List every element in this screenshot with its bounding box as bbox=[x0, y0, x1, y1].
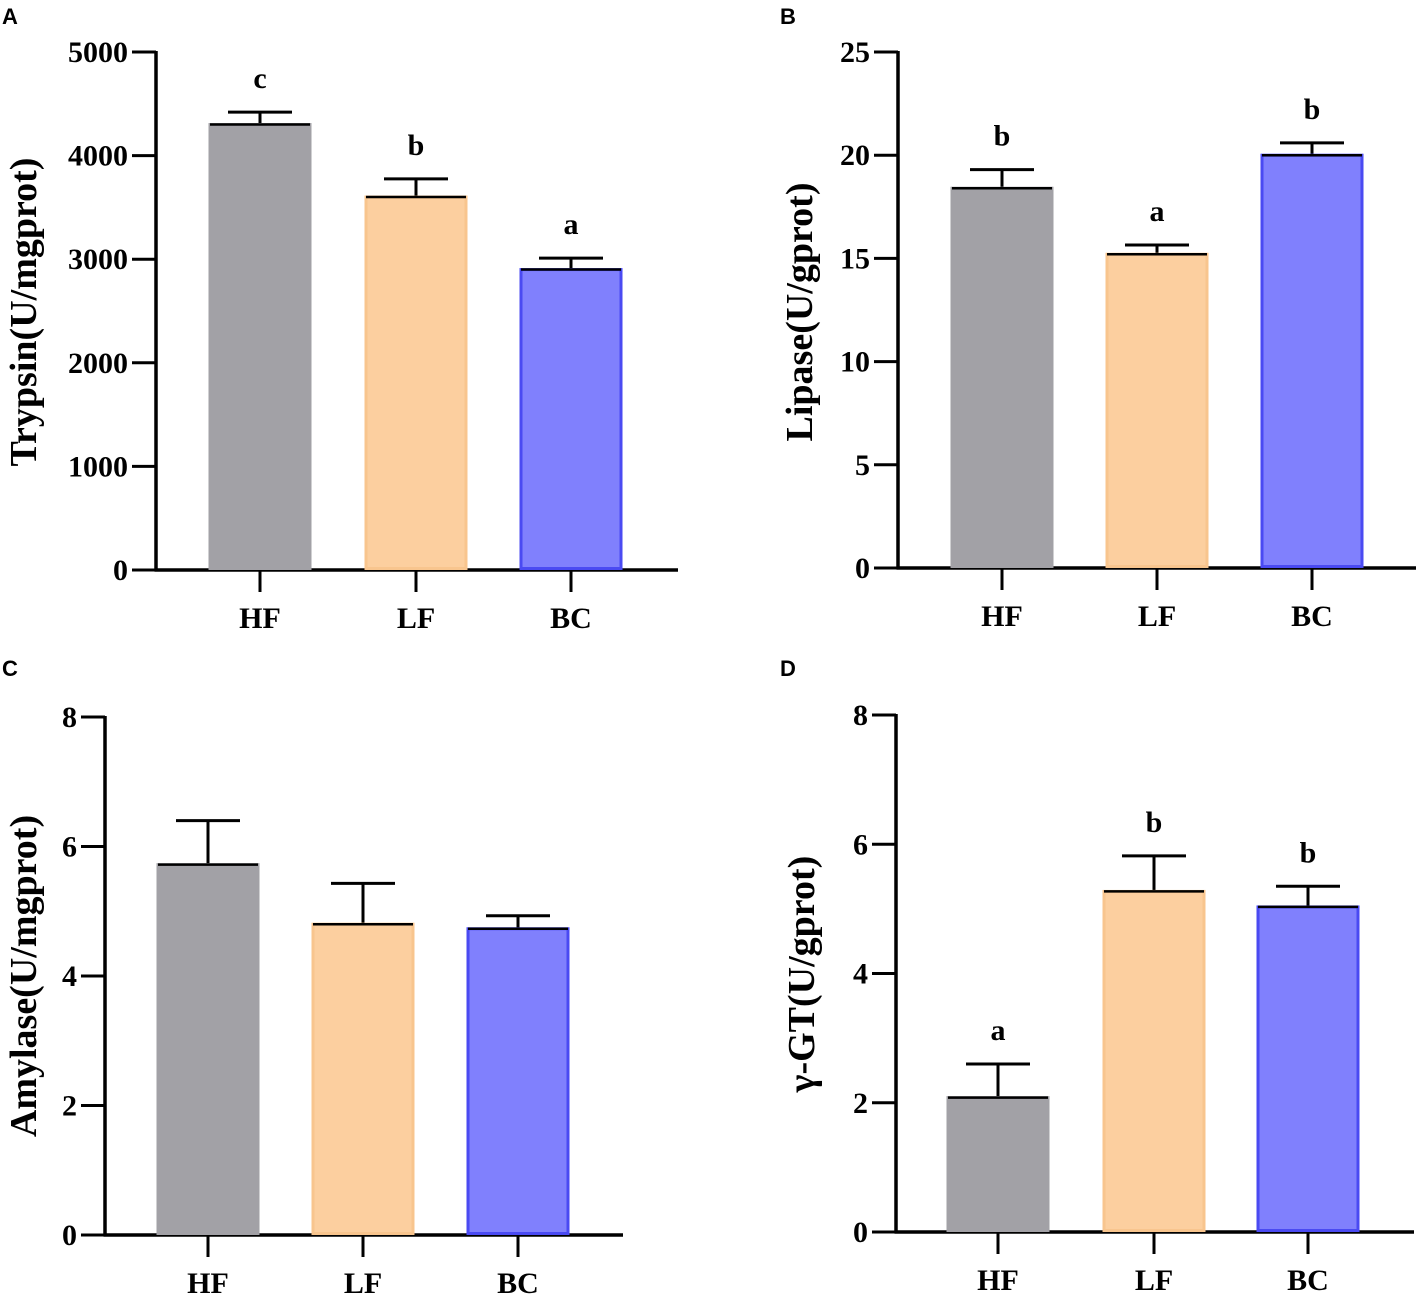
bar-hf bbox=[208, 123, 312, 571]
x-tick-label-lf: LF bbox=[344, 1267, 382, 1298]
bar-hf bbox=[946, 1096, 1050, 1232]
x-tick-label-bc: BC bbox=[1287, 1264, 1329, 1297]
y-tick-label: 20 bbox=[840, 139, 870, 172]
panel-letter: D bbox=[780, 656, 796, 681]
bar-lf bbox=[311, 922, 415, 1235]
panel-b: B 0 5 10 15 20 25 Lipase(U/gprot) HF b LF a BC b bbox=[779, 4, 1416, 633]
bar-hf bbox=[156, 863, 260, 1235]
y-axis-title: γ-GT(U/gprot) bbox=[781, 856, 823, 1094]
y-tick-label: 25 bbox=[840, 36, 870, 69]
y-tick-label: 4 bbox=[62, 960, 77, 993]
y-tick-label: 3000 bbox=[68, 243, 128, 276]
y-tick-label: 2000 bbox=[68, 347, 128, 380]
x-tick-label-lf: LF bbox=[397, 602, 435, 635]
y-tick-label: 0 bbox=[855, 552, 870, 585]
y-tick-label: 0 bbox=[113, 554, 128, 587]
significance-label-bc: a bbox=[564, 208, 579, 241]
x-tick-label-lf: LF bbox=[1135, 1264, 1173, 1297]
significance-label-hf: a bbox=[991, 1014, 1006, 1047]
significance-label-hf: c bbox=[253, 62, 266, 95]
y-tick-label: 1000 bbox=[68, 450, 128, 483]
y-tick-label: 10 bbox=[840, 346, 870, 379]
bar-lf bbox=[1105, 252, 1209, 568]
y-axis-title: Amylase(U/mgprot) bbox=[3, 815, 45, 1137]
x-tick-label-lf: LF bbox=[1138, 600, 1176, 633]
x-tick-label-bc: BC bbox=[550, 602, 592, 635]
panel-d: D 0 2 4 6 8 γ-GT(U/gprot) HF a LF b BC b bbox=[780, 656, 1414, 1297]
significance-label-lf: a bbox=[1150, 195, 1165, 228]
panel-a: A 0 1000 2000 3000 4000 5000 Trypsin(U/mgprot) H… bbox=[2, 4, 678, 635]
x-tick-label-hf: HF bbox=[187, 1267, 229, 1298]
x-tick-label-hf: HF bbox=[239, 602, 281, 635]
y-axis-title: Lipase(U/gprot) bbox=[779, 183, 821, 442]
y-tick-label: 6 bbox=[853, 828, 868, 861]
y-tick-label: 8 bbox=[853, 699, 868, 732]
y-tick-label: 5000 bbox=[68, 36, 128, 69]
panel-letter: C bbox=[2, 656, 18, 681]
panel-letter: B bbox=[780, 4, 796, 29]
y-tick-label: 4000 bbox=[68, 140, 128, 173]
x-tick-label-hf: HF bbox=[981, 600, 1023, 633]
y-tick-label: 0 bbox=[62, 1219, 77, 1252]
x-tick-label-bc: BC bbox=[497, 1267, 539, 1298]
y-tick-label: 6 bbox=[62, 831, 77, 864]
bar-hf bbox=[950, 186, 1054, 568]
significance-label-lf: b bbox=[408, 129, 425, 162]
significance-label-bc: b bbox=[1300, 836, 1317, 869]
significance-label-lf: b bbox=[1146, 806, 1163, 839]
y-tick-label: 5 bbox=[855, 449, 870, 482]
y-axis-title: Trypsin(U/mgprot) bbox=[3, 158, 45, 467]
bar-bc bbox=[1256, 905, 1360, 1233]
x-tick-label-bc: BC bbox=[1291, 600, 1333, 633]
y-tick-label: 4 bbox=[853, 958, 868, 991]
bar-lf bbox=[364, 195, 468, 570]
x-tick-label-hf: HF bbox=[977, 1264, 1019, 1297]
bar-bc bbox=[1260, 153, 1364, 568]
significance-label-hf: b bbox=[994, 120, 1011, 153]
y-tick-label: 2 bbox=[853, 1087, 868, 1120]
bar-lf bbox=[1102, 889, 1206, 1233]
y-tick-label: 0 bbox=[853, 1216, 868, 1249]
bar-bc bbox=[466, 927, 570, 1235]
y-tick-label: 8 bbox=[62, 701, 77, 734]
panel-letter: A bbox=[2, 4, 18, 29]
y-tick-label: 15 bbox=[840, 242, 870, 275]
significance-label-bc: b bbox=[1304, 93, 1321, 126]
y-tick-label: 2 bbox=[62, 1090, 77, 1123]
panel-c: C 0 2 4 6 8 Amylase(U/mgprot) HF LF BC bbox=[2, 656, 623, 1298]
bar-bc bbox=[519, 268, 623, 570]
